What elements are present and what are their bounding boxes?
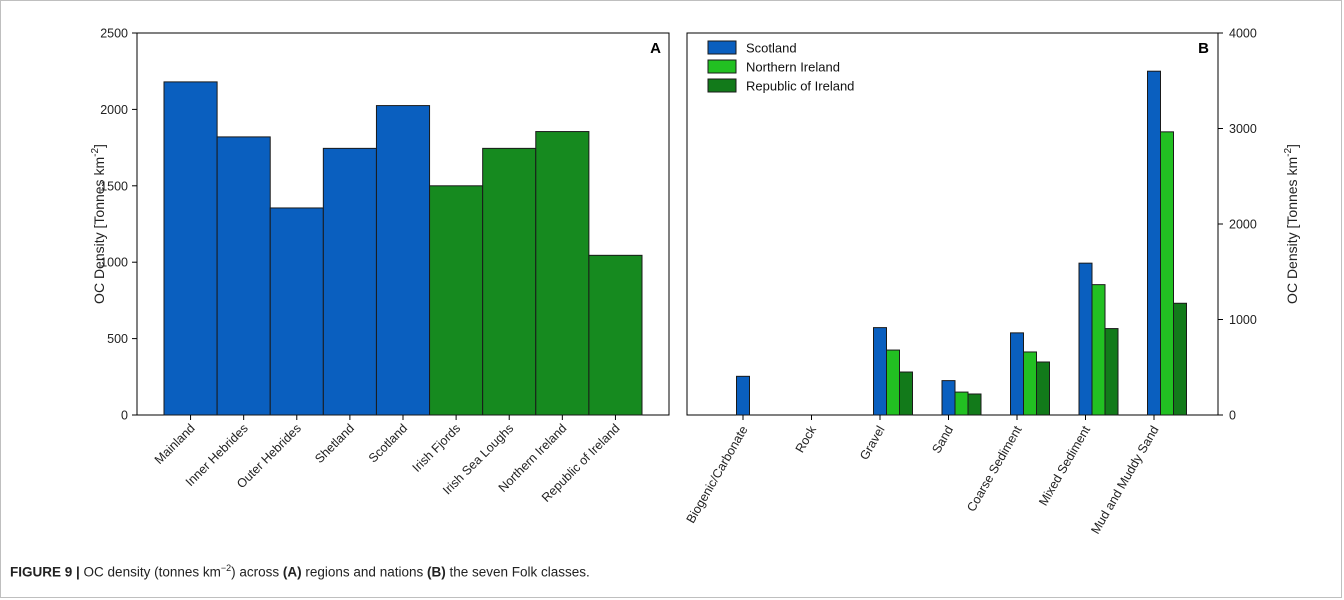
- caption-text-4: the seven Folk classes.: [445, 564, 590, 580]
- bar: [1147, 70, 1161, 416]
- bar: [1078, 262, 1093, 416]
- bar: [1160, 131, 1174, 416]
- bar: [873, 327, 887, 416]
- x-tick-label: Mixed Sediment: [1036, 423, 1093, 508]
- caption-bold-b: (B): [426, 564, 446, 580]
- x-tick-label: Mainland: [152, 421, 198, 467]
- legend: Scotland Northern Ireland Republic of Irel…: [707, 40, 854, 94]
- y-tick-label: 1000: [1229, 313, 1257, 327]
- y-tick-label: 0: [1229, 409, 1236, 423]
- caption-label: FIGURE 9 |: [10, 564, 80, 580]
- bar: [1010, 332, 1024, 416]
- bar: [1104, 328, 1119, 416]
- x-tick-label: Irish Fjords: [410, 421, 464, 475]
- bar: [269, 207, 324, 416]
- bar: [322, 147, 377, 416]
- bar: [886, 349, 900, 416]
- bar: [1091, 284, 1106, 416]
- y-tick-label: 2500: [100, 27, 128, 41]
- x-tick-label: Shetland: [312, 421, 357, 466]
- y-tick-label: 1500: [100, 179, 128, 193]
- bar: [736, 375, 750, 416]
- legend-swatch: [707, 40, 737, 55]
- legend-label: Republic of Ireland: [746, 79, 854, 94]
- panel-b-chart: 0 1000 2000 3000 4000 Biogenic/Carbonate Rock G…: [684, 27, 1300, 537]
- bar: [216, 136, 271, 416]
- bar: [1023, 351, 1037, 416]
- panel-label: A: [650, 40, 661, 57]
- bar: [1036, 361, 1050, 416]
- caption-superscript: −2: [220, 563, 232, 573]
- bar: [967, 393, 982, 416]
- x-tick-label: Scotland: [366, 421, 410, 465]
- y-tick-label: 500: [107, 332, 128, 346]
- legend-label: Northern Ireland: [746, 60, 840, 75]
- legend-label: Scotland: [746, 41, 797, 56]
- y-tick-label: 2000: [100, 103, 128, 117]
- bar: [163, 81, 218, 416]
- legend-swatch: [707, 78, 737, 93]
- y-tick-label: 0: [121, 409, 128, 423]
- bar: [954, 391, 969, 416]
- legend-swatch: [707, 59, 737, 74]
- x-tick-label: Biogenic/Carbonate: [684, 423, 751, 525]
- x-tick-label: Mud and Muddy Sand: [1088, 423, 1161, 536]
- y-tick-label: 2000: [1229, 218, 1257, 232]
- y-tick-label: 1000: [100, 256, 128, 270]
- x-tick-label: Rock: [793, 423, 820, 455]
- y-axis-title: OC Density [Tonnes km-2]: [90, 144, 107, 304]
- y-tick-label: 4000: [1229, 27, 1257, 41]
- bar: [941, 380, 956, 416]
- x-tick-label: Coarse Sediment: [964, 423, 1025, 514]
- bar: [899, 371, 913, 416]
- bar: [1173, 302, 1187, 416]
- x-tick-label: Gravel: [857, 424, 888, 463]
- figure-caption: FIGURE 9 | OC density (tonnes km−2) acro…: [10, 563, 590, 580]
- bar: [429, 185, 484, 416]
- caption-text-2: ) across: [231, 564, 283, 580]
- panel-label: B: [1198, 40, 1209, 57]
- caption-bold-a: (A): [282, 564, 302, 580]
- bar: [588, 254, 643, 416]
- caption-text-1: OC density (tonnes km: [79, 564, 221, 580]
- bar: [535, 131, 590, 416]
- bar: [482, 147, 537, 416]
- y-tick-label: 3000: [1229, 122, 1257, 136]
- y-axis-title: OC Density [Tonnes km-2]: [1283, 144, 1300, 304]
- bar: [375, 105, 431, 416]
- x-tick-label: Sand: [929, 423, 956, 455]
- caption-text-3: regions and nations: [301, 564, 427, 580]
